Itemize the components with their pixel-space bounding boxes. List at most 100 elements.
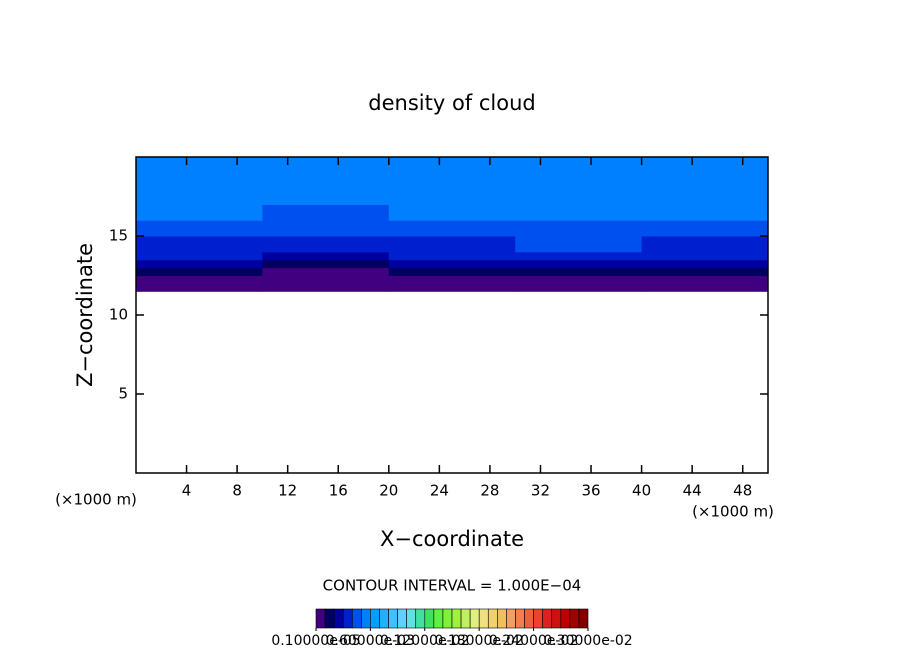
colorbar-swatch	[569, 608, 580, 629]
colorbar-tick-label: 0.30000e-02	[543, 633, 632, 649]
y-tick-label: 15	[109, 227, 128, 245]
colorbar-swatch	[578, 608, 589, 629]
colorbar-swatch	[351, 608, 362, 629]
x-tick-label: 24	[430, 482, 449, 500]
colorbar-swatch	[379, 608, 389, 629]
chart-title: density of cloud	[368, 91, 535, 115]
contour-cell	[388, 259, 516, 269]
contour-cell	[515, 267, 643, 276]
colorbar-tick-label: 0.10000e-05	[271, 633, 360, 649]
x-axis-label: X−coordinate	[380, 527, 524, 551]
contour-field	[136, 157, 769, 292]
y-axis-label: Z−coordinate	[73, 243, 97, 387]
contour-cell	[262, 251, 390, 261]
contour-cell	[515, 275, 643, 284]
colorbar-swatch	[451, 608, 462, 629]
colorbar-swatch	[469, 608, 480, 629]
colorbar-swatch	[333, 608, 344, 629]
contour-cell	[641, 283, 769, 292]
contour-cell	[641, 188, 769, 205]
contour-cell	[388, 157, 516, 190]
colorbar-swatch	[397, 608, 407, 629]
contour-cell	[388, 251, 516, 261]
colorbar-swatch	[524, 608, 534, 629]
contour-cell	[641, 220, 769, 237]
colorbar-swatch	[542, 608, 553, 629]
x-tick-label: 48	[733, 482, 752, 500]
colorbar-swatch	[497, 608, 507, 629]
y-unit-label: (×1000 m)	[55, 491, 137, 509]
x-tick-label: 16	[329, 482, 348, 500]
colorbar-swatch	[506, 608, 516, 629]
colorbar-swatch	[533, 608, 543, 629]
contour-interval: CONTOUR INTERVAL = 1.000E−04	[323, 577, 582, 595]
x-tick-label: 12	[278, 482, 297, 500]
colorbar-swatch	[560, 608, 571, 629]
contour-cell	[641, 204, 769, 221]
colorbar-swatch	[361, 608, 371, 629]
contour-cell	[262, 204, 390, 221]
x-unit-label: (×1000 m)	[692, 503, 774, 521]
colorbar-swatch	[406, 608, 417, 629]
y-tick-label: 10	[109, 306, 128, 324]
colorbar-swatch	[551, 608, 562, 629]
colorbar-swatch	[415, 608, 426, 629]
colorbar-tick-label: 0.12000e-02	[380, 633, 469, 649]
colorbar-swatch	[315, 608, 326, 629]
contour-cell	[136, 275, 263, 284]
colorbar-swatch	[442, 608, 453, 629]
colorbar-swatch	[324, 608, 335, 629]
y-tick-label: 5	[118, 385, 128, 403]
contour-cell	[641, 236, 769, 253]
contour-cell	[388, 188, 516, 205]
contour-cell	[515, 251, 643, 261]
x-tick-label: 4	[182, 482, 192, 500]
colorbar-swatch	[388, 608, 398, 629]
contour-cell	[515, 188, 643, 205]
contour-cell	[641, 251, 769, 261]
contour-cell	[262, 259, 390, 269]
colorbar-swatch	[370, 608, 380, 629]
contour-cell	[262, 188, 390, 205]
colorbar-swatch	[515, 608, 525, 629]
colorbar-swatch	[460, 608, 471, 629]
contour-cell	[136, 157, 263, 190]
contour-cell	[515, 204, 643, 221]
x-tick-label: 32	[531, 482, 550, 500]
contour-cell	[262, 236, 390, 253]
contour-cell	[515, 236, 643, 253]
colorbar-tick-label: 0.60000e-03	[326, 633, 415, 649]
colorbar-tick-label: 0.24000e-02	[489, 633, 578, 649]
x-tick-label: 44	[683, 482, 702, 500]
contour-cell	[262, 267, 390, 276]
contour-cell	[136, 283, 263, 292]
x-tick-label: 36	[581, 482, 600, 500]
colorbar-tick-label: 0.18000e-02	[434, 633, 523, 649]
x-tick-label: 28	[480, 482, 499, 500]
contour-cell	[136, 220, 263, 237]
contour-cell	[515, 259, 643, 269]
contour-cell	[641, 259, 769, 269]
contour-cell	[136, 267, 263, 276]
colorbar-swatch	[433, 608, 444, 629]
contour-cell	[262, 275, 390, 284]
contour-cell	[262, 283, 390, 292]
x-tick-label: 8	[232, 482, 242, 500]
contour-cell	[262, 220, 390, 237]
contour-cell	[388, 220, 516, 237]
contour-cell	[388, 283, 516, 292]
contour-cell	[641, 275, 769, 284]
contour-cell	[515, 220, 643, 237]
colorbar-swatch	[487, 608, 498, 629]
contour-cell	[388, 275, 516, 284]
x-tick-label: 40	[632, 482, 651, 500]
contour-cell	[515, 283, 643, 292]
colorbar-swatch	[424, 608, 435, 629]
contour-cell	[515, 157, 643, 190]
colorbar: 0.10000e-050.60000e-030.12000e-020.18000…	[271, 608, 633, 649]
contour-cell	[136, 251, 263, 261]
contour-cell	[388, 204, 516, 221]
colorbar-swatch	[342, 608, 353, 629]
